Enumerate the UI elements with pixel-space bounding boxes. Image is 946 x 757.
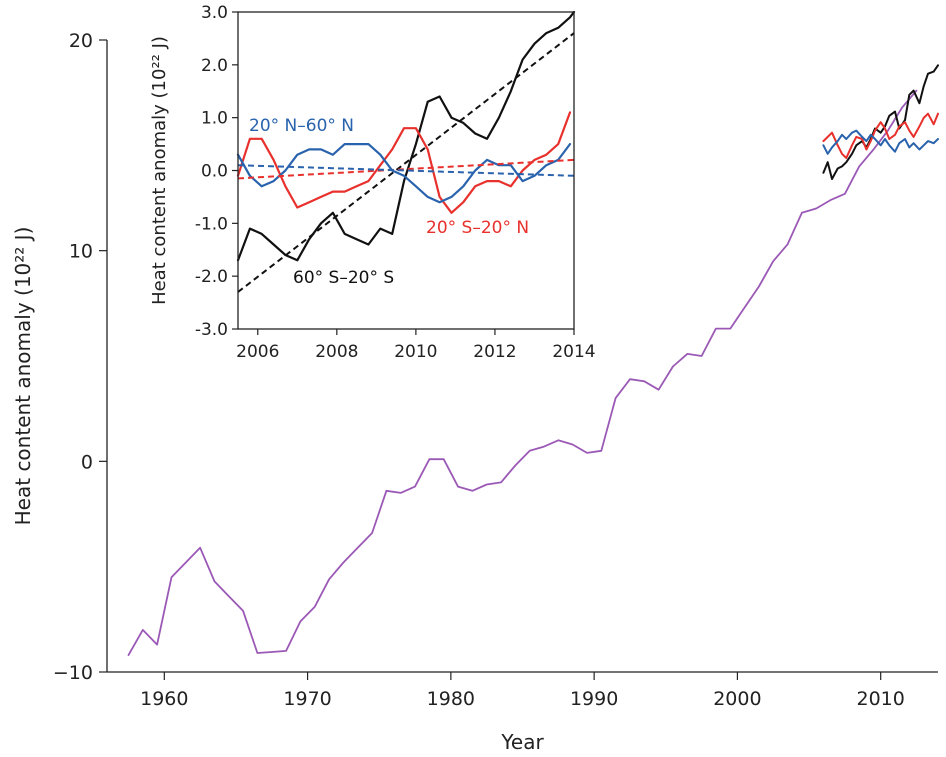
inset-x-tick-label: 2006: [236, 342, 279, 362]
inset-y-tick-label: -2.0: [195, 267, 228, 287]
inset-series: [236, 10, 576, 293]
main-y-tick-label: 10: [69, 241, 93, 263]
main-y-tick-label: 0: [81, 451, 93, 473]
main-x-tick-label: 2000: [713, 688, 761, 710]
main-x-tick-label: 1980: [427, 688, 475, 710]
main-x-axis-title: Year: [500, 730, 544, 754]
inset-trend-line-3: [237, 32, 575, 293]
main-y-tick-label: −10: [53, 662, 93, 684]
main-x-tick-label: 1970: [283, 688, 331, 710]
main-plot: 1960 1970 1980 1990 2000 2010 −10 0 10 20 Year He…: [11, 30, 939, 754]
inset-x-tick-label: 2010: [394, 342, 437, 362]
inset-y-axis-title: Heat content anomaly (10²² J): [149, 36, 170, 305]
main-y-tick-label: 20: [69, 30, 93, 52]
inset-y-tick-label: 1.0: [201, 109, 228, 129]
inset-series-line-1: [236, 111, 572, 214]
main-ticks: 1960 1970 1980 1990 2000 2010 −10 0 10 20: [53, 30, 905, 710]
main-series: [127, 64, 939, 656]
main-x-tick-label: 1990: [570, 688, 618, 710]
inset-y-tick-label: 2.0: [201, 56, 228, 76]
inset-background: [140, 0, 604, 368]
inset-series-line-2: [236, 143, 572, 204]
main-series-line-3: [822, 129, 939, 155]
inset-trend-line-4: [237, 158, 575, 180]
inset-x-tick-label: 2008: [315, 342, 358, 362]
inset-y-tick-label: -3.0: [195, 320, 228, 340]
main-x-tick-label: 1960: [140, 688, 188, 710]
series-label-60s-20s: 60° S–20° S: [293, 268, 394, 288]
inset-plot: 2006 2008 2010 2012 2014 -3.0 -2.0 -1.0 0.0 1.0 2.…: [140, 0, 604, 368]
inset-x-tick-label: 2014: [552, 342, 595, 362]
main-series-line-2: [822, 112, 939, 159]
inset-series-line-0: [236, 10, 576, 262]
main-y-axis-title: Heat content anomaly (10²² J): [11, 227, 35, 526]
inset-ticks: 2006 2008 2010 2012 2014 -3.0 -2.0 -1.0 0.0 1.0 2.…: [195, 3, 596, 362]
main-x-tick-label: 2010: [857, 688, 905, 710]
inset-y-tick-label: 0.0: [201, 162, 228, 182]
inset-trend-line-5: [237, 164, 575, 177]
series-label-20s-20n: 20° S–20° N: [426, 218, 529, 238]
inset-y-tick-label: -1.0: [195, 214, 228, 234]
series-label-20n-60n: 20° N–60° N: [249, 116, 354, 136]
main-series-line-1: [822, 64, 939, 180]
inset-x-tick-label: 2012: [473, 342, 516, 362]
main-series-line-0: [127, 89, 918, 656]
inset-y-tick-label: 3.0: [201, 3, 228, 23]
